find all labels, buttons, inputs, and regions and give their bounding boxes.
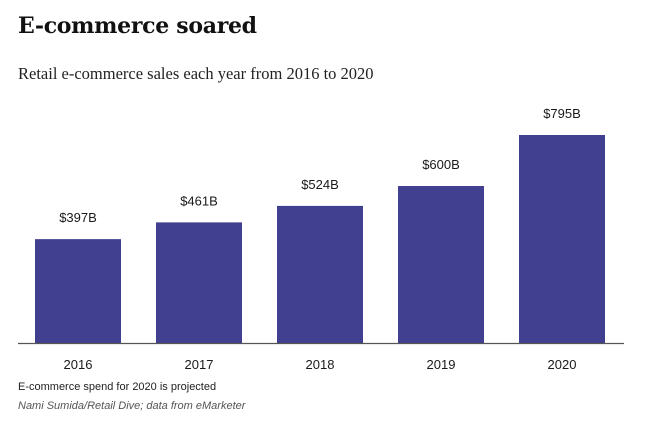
value-label-2020: $795B <box>543 106 581 121</box>
x-tick-label-2018: 2018 <box>306 357 335 372</box>
footnote: E-commerce spend for 2020 is projected <box>18 381 217 393</box>
x-tick-label-2019: 2019 <box>427 357 456 372</box>
value-label-2016: $397B <box>59 210 97 225</box>
bar-2016 <box>35 239 121 343</box>
bar-2020 <box>519 135 605 343</box>
source-credit: Nami Sumida/Retail Dive; data from eMark… <box>18 400 246 412</box>
chart-title: E-commerce soared <box>18 13 257 39</box>
x-tick-label-2020: 2020 <box>548 357 577 372</box>
value-label-2018: $524B <box>301 177 339 192</box>
x-tick-label-2017: 2017 <box>185 357 214 372</box>
bar-2017 <box>156 222 242 343</box>
x-tick-label-2016: 2016 <box>64 357 93 372</box>
bar-2018 <box>277 205 363 343</box>
value-label-2019: $600B <box>422 157 460 172</box>
bar-chart: $397B$461B$524B$600B$795B 2016 2017 2018 20… <box>18 106 624 372</box>
value-labels-group: $397B $461B $524B $600B $795B <box>59 106 581 225</box>
chart-subtitle: Retail e-commerce sales each year from 2… <box>18 64 374 83</box>
value-label-2017: $461B <box>180 193 218 208</box>
bars-group <box>35 135 605 343</box>
bar-2019 <box>398 186 484 343</box>
x-tick-labels-group: 2016 2017 2018 2019 2020 <box>64 357 577 372</box>
